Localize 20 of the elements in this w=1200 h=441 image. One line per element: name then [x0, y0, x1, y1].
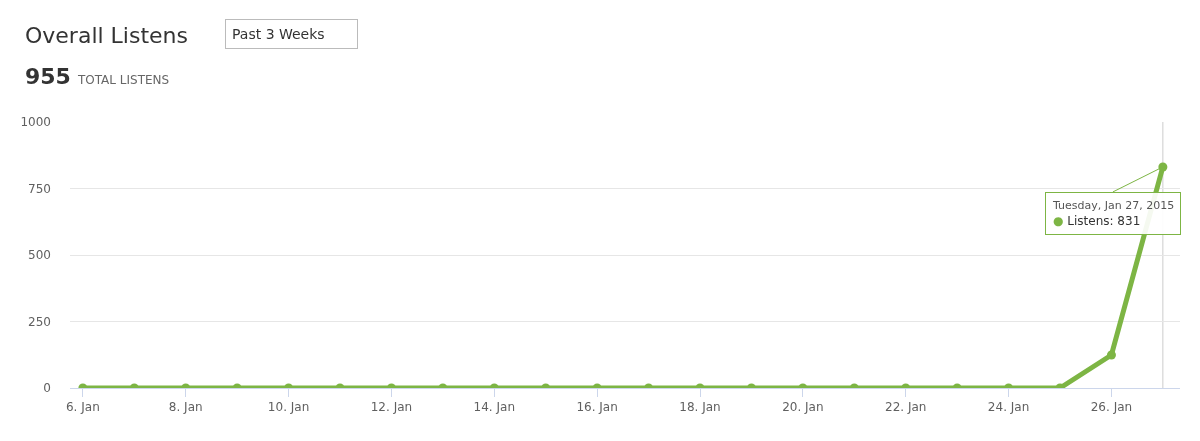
annotation: Tuesday, Jan 27, 2015 ● Listens: 831 [1052, 199, 1175, 228]
x-tick-label: 24. Jan [987, 400, 1030, 415]
x-tick-label: 14. Jan [473, 400, 515, 415]
x-tick-label: 26. Jan [1090, 400, 1133, 415]
x-tick-label: 6. Jan [65, 400, 100, 415]
x-tick-label: 22. Jan [885, 400, 927, 415]
x-tick-label: 18. Jan [679, 400, 721, 415]
x-tick-label: 8. Jan [168, 400, 203, 415]
x-tick-label: 16. Jan [576, 400, 618, 415]
chart-title: Overall Listens [25, 23, 189, 48]
x-tick-label: 10. Jan [267, 400, 310, 415]
chart-subtitle: 955 TOTAL LISTENS [25, 64, 170, 89]
y-tick-label: 1000 [20, 115, 51, 130]
y-tick-label: 0 [43, 381, 51, 396]
text: Past 3 Weeks [232, 26, 352, 42]
x-tick-label: 12. Jan [370, 400, 413, 415]
y-tick-label: 500 [28, 248, 51, 263]
y-tick-label: 750 [28, 181, 51, 196]
x-tick-label: 20. Jan [782, 400, 824, 415]
y-tick-label: 250 [28, 314, 51, 329]
